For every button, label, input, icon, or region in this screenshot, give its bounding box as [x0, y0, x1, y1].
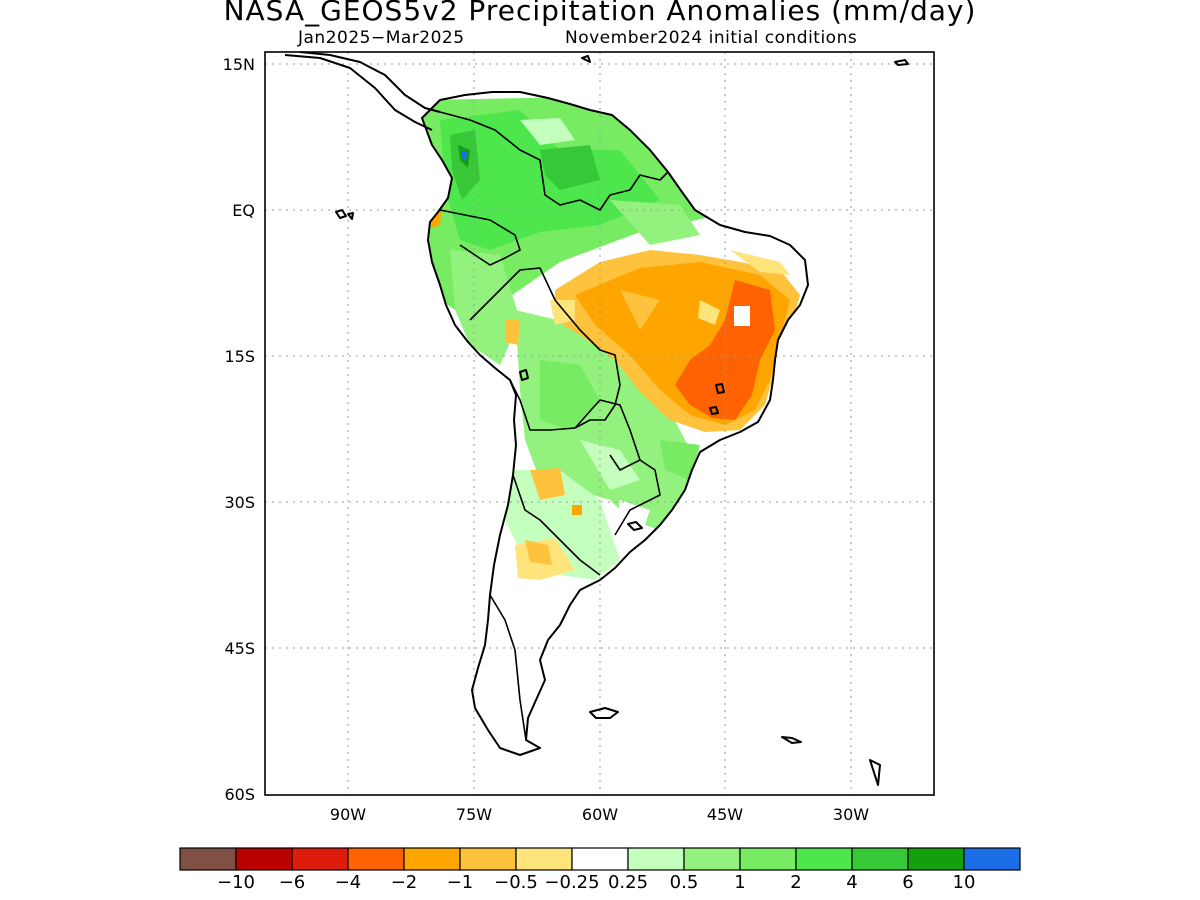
initial-conditions: November2024 initial conditions	[565, 28, 858, 48]
colorbar-tick-label: −2	[390, 872, 418, 893]
colorbar-swatch	[291, 847, 349, 871]
country-borders	[439, 111, 669, 741]
lat-label: EQ	[232, 201, 255, 220]
colorbar-swatch	[515, 847, 573, 871]
lat-label: 30S	[224, 493, 255, 512]
colorbar-swatch	[235, 847, 293, 871]
colorbar-tick-label: −6	[278, 872, 306, 893]
colorbar-tick-label: 0.5	[669, 872, 699, 893]
lon-label: 45W	[707, 805, 743, 824]
lon-label: 30W	[833, 805, 869, 824]
coastlines	[284, 51, 909, 786]
lagoa-dos-patos	[627, 521, 643, 531]
plot-frame	[264, 51, 935, 796]
colorbar-tick-label: −4	[334, 872, 362, 893]
brazil-inland-lakes	[709, 383, 725, 415]
caribbean-islands	[581, 55, 909, 786]
colorbar-swatch	[403, 847, 461, 871]
colorbar-swatch	[907, 847, 965, 871]
map-title: NASA_GEOS5v2 Precipitation Anomalies (mm…	[223, 0, 977, 27]
colorbar-swatch	[459, 847, 517, 871]
galapagos-islands	[335, 209, 354, 220]
colorbar-tick-label: 10	[952, 872, 976, 893]
colorbar-swatch	[963, 847, 1021, 871]
colorbar-swatch	[739, 847, 797, 871]
colorbar-tick-label: −10	[217, 872, 255, 893]
colorbar-tick-label: −1	[446, 872, 474, 893]
colorbar-tick-label: −0.5	[494, 872, 538, 893]
colorbar-swatch	[683, 847, 741, 871]
lon-label: 90W	[330, 805, 366, 824]
forecast-period: Jan2025−Mar2025	[298, 28, 465, 48]
lat-label: 60S	[224, 785, 255, 804]
longitude-labels: 90W 75W 60W 45W 30W	[330, 805, 869, 824]
colorbar-tick-label: −0.25	[544, 872, 600, 893]
colorbar-swatch	[347, 847, 405, 871]
colorbar	[179, 847, 1021, 871]
colorbar-swatch	[851, 847, 909, 871]
colorbar-tick-label: 6	[902, 872, 914, 893]
latitude-labels: 15N EQ 15S 30S 45S 60S	[223, 55, 255, 804]
lat-label: 15N	[223, 55, 255, 74]
anomaly-field	[422, 92, 808, 755]
lake-titicaca	[519, 369, 529, 381]
colorbar-tick-label: 4	[846, 872, 858, 893]
lon-label: 60W	[582, 805, 618, 824]
colorbar-tick-label: 2	[790, 872, 802, 893]
falkland-islands	[589, 707, 619, 719]
lat-label: 15S	[224, 347, 255, 366]
colorbar-tick-label: 1	[734, 872, 746, 893]
graticule	[265, 52, 934, 795]
south-georgia	[781, 736, 802, 744]
lat-label: 45S	[224, 639, 255, 658]
colorbar-swatch	[795, 847, 853, 871]
colorbar-swatch	[627, 847, 685, 871]
south-america-coastline	[421, 91, 809, 756]
lon-label: 75W	[456, 805, 492, 824]
colorbar-tick-label: 0.25	[607, 872, 649, 893]
central-america-coastline	[284, 51, 441, 131]
colorbar-swatch	[571, 847, 629, 871]
colorbar-swatch	[179, 847, 237, 871]
